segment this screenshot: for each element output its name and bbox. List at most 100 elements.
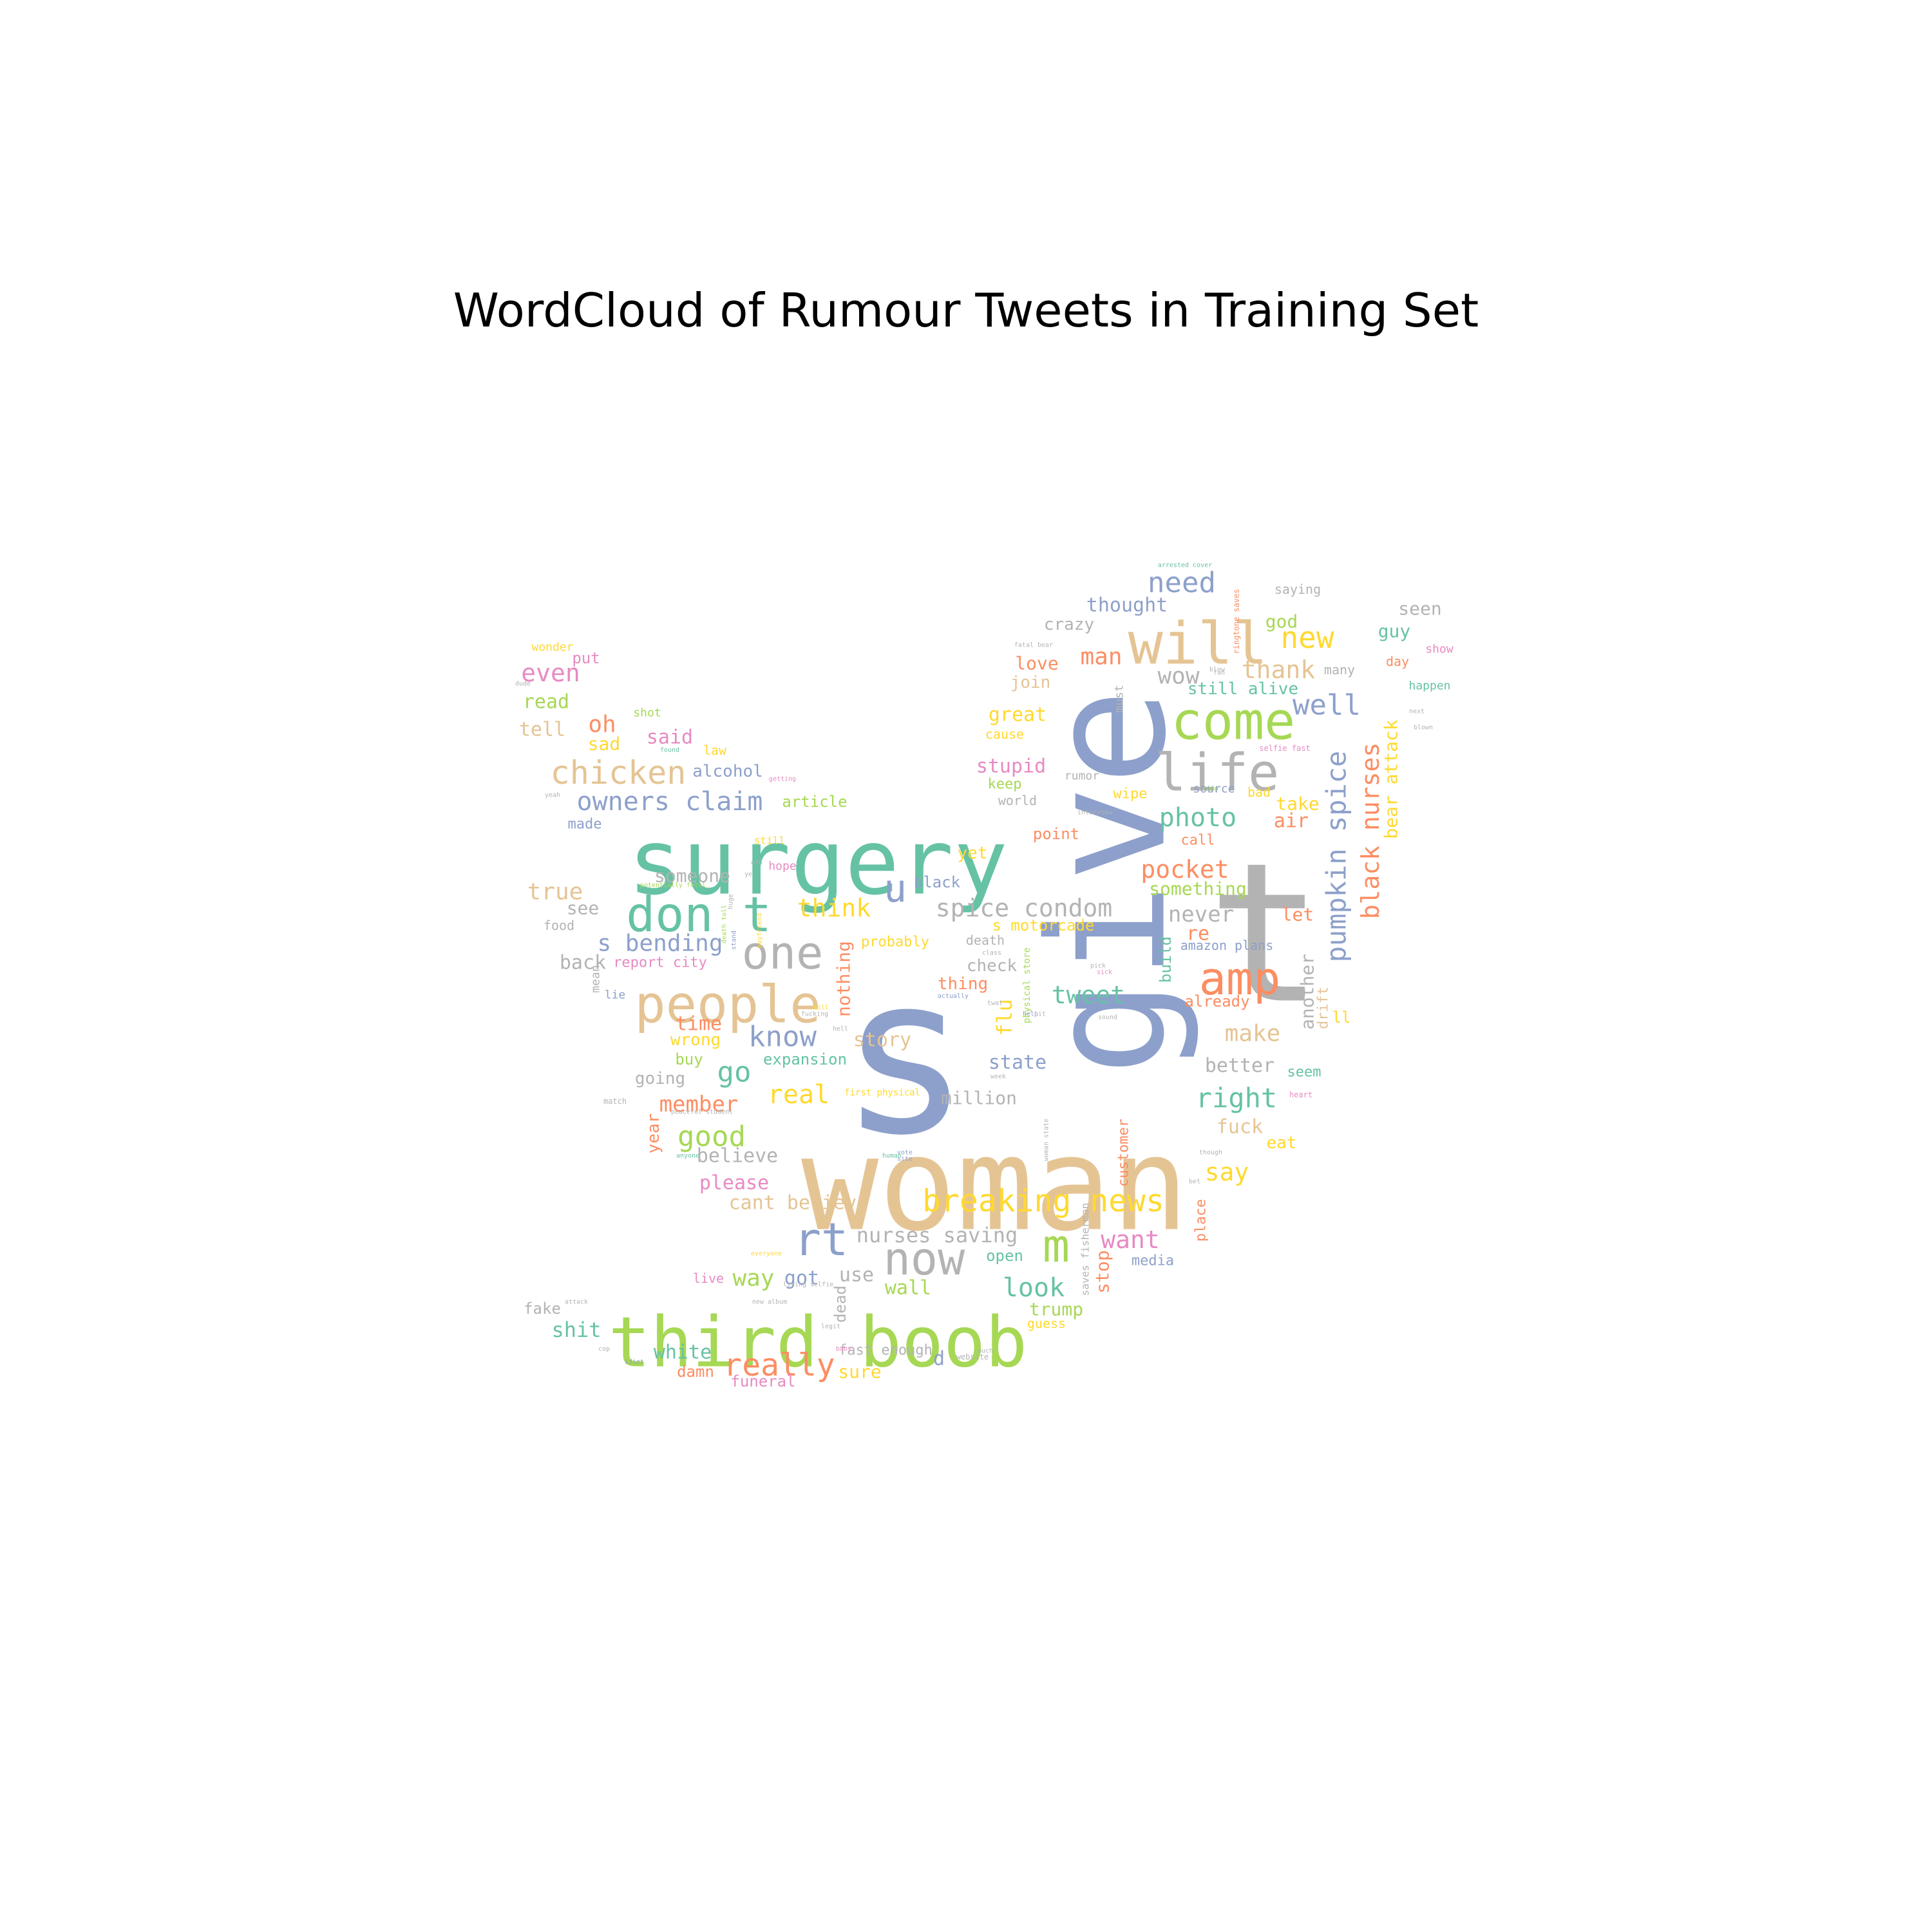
- cloud-word: help: [1023, 1011, 1038, 1018]
- cloud-word: stupid: [976, 755, 1046, 778]
- cloud-word: breaking news: [922, 1183, 1164, 1219]
- cloud-word: fuck: [1217, 1116, 1263, 1139]
- cloud-word: selfie fast: [1259, 744, 1310, 753]
- cloud-word: chicken: [551, 754, 687, 791]
- cloud-word: got: [784, 1267, 819, 1290]
- cloud-word: next: [1409, 708, 1425, 715]
- cloud-word: source: [1193, 782, 1235, 796]
- cloud-word: customer: [1116, 1119, 1132, 1187]
- cloud-word: good: [677, 1121, 746, 1153]
- cloud-word: dude: [515, 681, 531, 688]
- cloud-word: live: [693, 1271, 724, 1286]
- cloud-word: dead: [831, 1285, 849, 1323]
- cloud-word: air: [1274, 810, 1309, 833]
- cloud-word: make: [1225, 1021, 1281, 1047]
- cloud-word: another: [1297, 954, 1318, 1030]
- cloud-word: give: [1014, 688, 1202, 1076]
- cloud-word: day: [1386, 654, 1409, 669]
- cloud-word: oh: [588, 712, 616, 738]
- cloud-word: let: [1282, 904, 1314, 925]
- cloud-word: use: [839, 1264, 874, 1287]
- cloud-word: law: [703, 743, 727, 758]
- cloud-word: go: [717, 1056, 752, 1089]
- cloud-word: death: [966, 933, 1005, 948]
- cloud-word: many: [1324, 662, 1355, 677]
- cloud-word: thought: [1086, 594, 1168, 617]
- cloud-word: rumor: [1065, 770, 1099, 783]
- cloud-word: food: [544, 918, 574, 933]
- cloud-word: believe: [697, 1145, 778, 1168]
- cloud-word: getting: [769, 776, 796, 783]
- cloud-word: put: [572, 649, 600, 667]
- cloud-word: way: [732, 1265, 774, 1292]
- cloud-word: black nurses: [1356, 743, 1385, 920]
- cloud-word: drift: [1316, 987, 1332, 1029]
- cloud-word: man: [1080, 644, 1122, 670]
- cloud-word: probably: [861, 934, 929, 951]
- cloud-word: fast enough: [838, 1343, 933, 1359]
- cloud-word: nothing: [833, 941, 855, 1017]
- cloud-word: tweet: [1052, 981, 1125, 1009]
- cloud-word: first physical: [844, 1088, 920, 1098]
- cloud-word: happen: [1408, 679, 1450, 693]
- cloud-word: d: [933, 1348, 945, 1370]
- cloud-word: point: [1033, 825, 1079, 843]
- cloud-word: still: [754, 835, 785, 847]
- cloud-word: death toll: [721, 905, 728, 943]
- cloud-word: article: [782, 793, 847, 811]
- cloud-word: check: [967, 956, 1018, 976]
- cloud-word: join: [1010, 673, 1051, 692]
- cloud-word: t: [1208, 822, 1324, 1046]
- cloud-word: even: [521, 659, 580, 687]
- cloud-word: lie: [605, 989, 626, 1002]
- cloud-word: already: [1184, 992, 1249, 1010]
- cloud-word: cause: [985, 726, 1024, 742]
- cloud-word: one: [742, 927, 823, 980]
- cloud-word: match: [603, 1097, 627, 1106]
- cloud-word: call: [1181, 833, 1215, 849]
- cloud-word: open: [986, 1247, 1023, 1265]
- cloud-word: don t: [626, 886, 772, 943]
- cloud-word: rt: [794, 1213, 848, 1266]
- cloud-word: peaceful student: [671, 1109, 733, 1116]
- cloud-word: keep: [988, 777, 1022, 793]
- cloud-word: real: [768, 1080, 829, 1110]
- cloud-word: wrong: [670, 1030, 721, 1050]
- cloud-word: buy: [675, 1050, 703, 1068]
- cloud-word: amp: [1199, 952, 1280, 1005]
- cloud-word: wipe: [1113, 786, 1148, 802]
- cloud-word: look: [1003, 1273, 1065, 1303]
- cloud-word: damn: [677, 1363, 714, 1381]
- cloud-word: owners claim: [577, 787, 763, 817]
- cloud-word: fucking: [801, 1011, 828, 1018]
- cloud-word: fake: [524, 1300, 561, 1318]
- cloud-word: cant believe: [729, 1192, 869, 1215]
- cloud-word: kill: [813, 1005, 829, 1012]
- cloud-word: bear attack: [1381, 719, 1402, 839]
- cloud-word: heart: [1289, 1090, 1312, 1099]
- cloud-word: time: [676, 1013, 722, 1036]
- cloud-word: back: [560, 952, 606, 974]
- cloud-word: hit: [1034, 1011, 1046, 1018]
- cloud-word: see: [567, 898, 600, 919]
- cloud-word: u: [884, 866, 907, 911]
- cloud-word: trump: [1029, 1299, 1083, 1320]
- cloud-word: everyone: [751, 1251, 782, 1258]
- cloud-word: class: [982, 950, 1001, 957]
- cloud-word: thing: [938, 974, 988, 994]
- cloud-word: living selfie: [783, 1282, 833, 1289]
- cloud-word: amazon plans: [1180, 938, 1274, 953]
- cloud-word: flu: [992, 999, 1017, 1036]
- cloud-word: well: [1293, 689, 1361, 722]
- cloud-word: people: [635, 975, 821, 1035]
- cloud-word: though: [1199, 1150, 1222, 1157]
- cloud-word: year: [644, 1113, 663, 1154]
- cloud-word: yet: [958, 844, 988, 863]
- cloud-word: need: [1148, 567, 1216, 600]
- cloud-word: expansion: [763, 1050, 847, 1068]
- cloud-word: ll: [1332, 1009, 1351, 1027]
- cloud-word: idiot: [625, 1359, 644, 1366]
- cloud-word: fan: [1213, 670, 1225, 677]
- cloud-word: re: [1186, 923, 1209, 945]
